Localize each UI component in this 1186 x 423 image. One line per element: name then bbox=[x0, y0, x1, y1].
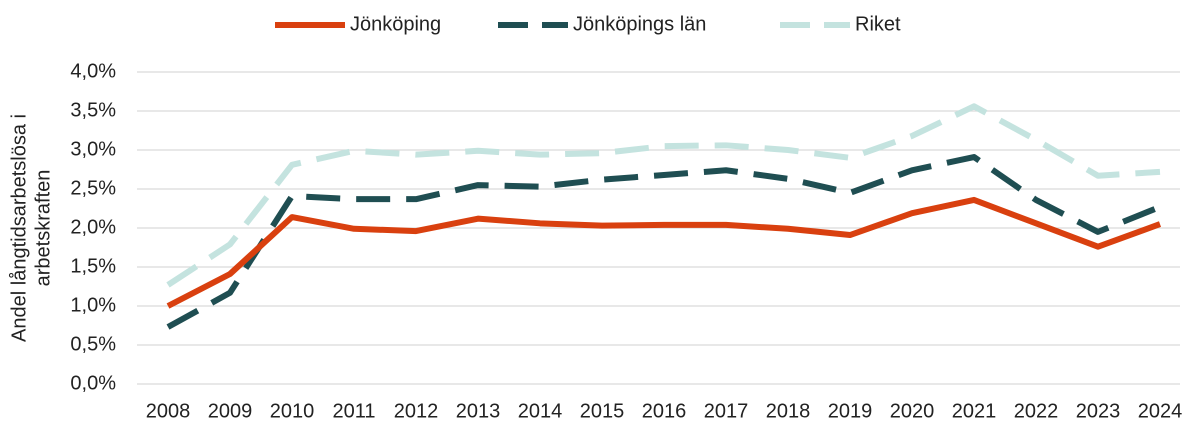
x-tick-label: 2011 bbox=[332, 400, 375, 422]
y-tick-label: 0,5% bbox=[70, 333, 116, 355]
x-tick-label: 2012 bbox=[394, 400, 439, 422]
y-tick-label: 1,5% bbox=[70, 255, 116, 277]
x-tick-label: 2021 bbox=[952, 400, 997, 422]
x-tick-label: 2010 bbox=[270, 400, 315, 422]
y-tick-label: 4,0% bbox=[70, 60, 116, 82]
x-tick-label: 2019 bbox=[828, 400, 873, 422]
series-line bbox=[166, 196, 1162, 309]
series-line bbox=[166, 154, 1162, 330]
y-tick-label: 2,0% bbox=[70, 216, 116, 238]
x-tick-label: 2014 bbox=[518, 400, 563, 422]
x-tick-label: 2016 bbox=[642, 400, 687, 422]
y-tick-label: 3,0% bbox=[70, 138, 116, 160]
series-line bbox=[166, 103, 1161, 288]
legend-label: Jönköpings län bbox=[573, 13, 706, 35]
x-tick-label: 2013 bbox=[456, 400, 501, 422]
x-tick-label: 2022 bbox=[1014, 400, 1059, 422]
x-tick-label: 2009 bbox=[208, 400, 253, 422]
y-tick-label: 3,5% bbox=[70, 99, 116, 121]
x-tick-label: 2018 bbox=[766, 400, 811, 422]
x-tick-label: 2023 bbox=[1076, 400, 1121, 422]
x-tick-label: 2015 bbox=[580, 400, 625, 422]
x-tick-label: 2017 bbox=[704, 400, 749, 422]
y-axis-label: Andel långtidsarbetslösa i bbox=[8, 114, 30, 342]
legend-label: Jönköping bbox=[350, 13, 441, 35]
y-tick-label: 1,0% bbox=[70, 294, 116, 316]
x-tick-label: 2020 bbox=[890, 400, 935, 422]
y-tick-label: 0,0% bbox=[70, 372, 116, 394]
legend-label: Riket bbox=[855, 13, 901, 35]
x-tick-label: 2024 bbox=[1138, 400, 1183, 422]
y-axis-label: arbetskraften bbox=[32, 170, 54, 287]
y-tick-label: 2,5% bbox=[70, 177, 116, 199]
x-tick-label: 2008 bbox=[146, 400, 191, 422]
